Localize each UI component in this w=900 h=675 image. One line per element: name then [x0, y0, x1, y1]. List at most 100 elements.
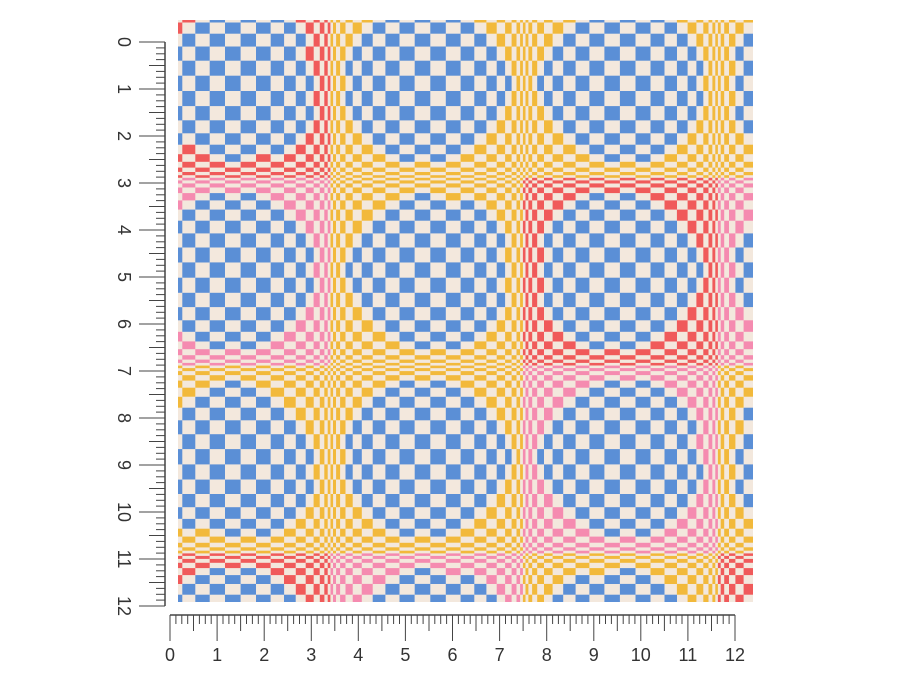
pattern-cell — [240, 183, 256, 188]
pattern-cell — [505, 594, 512, 602]
pattern-cell — [313, 320, 320, 332]
pattern-cell — [735, 133, 744, 145]
pattern-cell — [225, 479, 241, 494]
pattern-cell — [319, 542, 325, 548]
pattern-cell — [604, 175, 620, 178]
pattern-cell — [144, 551, 148, 554]
pattern-cell — [528, 594, 533, 602]
pattern-cell — [182, 177, 196, 181]
pattern-cell — [178, 247, 183, 263]
pattern-cell — [330, 161, 334, 168]
pattern-cell — [361, 355, 373, 360]
pattern-cell — [712, 277, 716, 293]
pattern-cell — [430, 200, 446, 210]
pattern-cell — [330, 547, 334, 551]
pattern-cell — [319, 75, 325, 91]
pattern-cell — [195, 562, 210, 569]
pattern-cell — [720, 172, 725, 176]
pattern-cell — [696, 262, 704, 278]
pattern-cell — [635, 359, 651, 363]
pattern-cell — [141, 233, 144, 247]
pattern-cell — [256, 180, 271, 184]
pattern-cell — [336, 177, 341, 181]
pattern-cell — [399, 555, 415, 559]
pattern-cell — [743, 375, 753, 381]
pattern-cell — [327, 187, 331, 194]
pattern-cell — [735, 349, 744, 356]
pattern-cell — [544, 60, 553, 76]
pattern-cell — [743, 583, 753, 595]
pattern-cell — [496, 292, 506, 308]
pattern-cell — [295, 177, 306, 181]
pattern-cell — [305, 167, 314, 172]
pattern-cell — [209, 20, 225, 23]
pattern-cell — [324, 193, 328, 201]
pattern-cell — [715, 553, 718, 556]
pattern-cell — [520, 607, 523, 621]
pattern-cell — [552, 507, 564, 519]
pattern-cell — [575, 479, 590, 494]
pattern-cell — [385, 407, 400, 421]
pattern-cell — [528, 187, 533, 194]
pattern-cell — [712, 449, 716, 465]
pattern-cell — [589, 583, 605, 595]
pattern-cell — [361, 362, 373, 366]
pattern-cell — [708, 177, 713, 181]
pattern-cell — [717, 396, 721, 408]
pattern-cell — [144, 248, 148, 263]
pattern-cell — [754, 47, 766, 61]
pattern-cell — [319, 22, 325, 34]
pattern-cell — [708, 144, 713, 155]
pattern-cell — [460, 550, 475, 554]
pattern-cell — [715, 209, 718, 221]
pattern-cell — [195, 167, 210, 172]
left-ruler-label: 1 — [114, 84, 134, 94]
pattern-cell — [720, 144, 725, 155]
pattern-cell — [563, 362, 576, 366]
pattern-cell — [445, 292, 461, 308]
pattern-cell — [729, 120, 736, 134]
pattern-cell — [486, 349, 497, 356]
pattern-cell — [619, 583, 636, 595]
pattern-cell — [430, 22, 446, 34]
pattern-cell — [313, 209, 320, 221]
pattern-cell — [399, 75, 415, 91]
pattern-cell — [743, 568, 753, 576]
pattern-cell — [604, 449, 620, 465]
pattern-cell — [703, 371, 709, 376]
pattern-cell — [522, 200, 526, 210]
pattern-cell — [162, 162, 172, 168]
pattern-cell — [575, 449, 590, 465]
pattern-cell — [305, 507, 314, 519]
pattern-cell — [516, 562, 521, 569]
pattern-cell — [430, 555, 446, 559]
bottom-ruler-label: 10 — [631, 645, 651, 665]
pattern-cell — [744, 0, 754, 6]
pattern-cell — [724, 331, 729, 342]
pattern-cell — [445, 120, 461, 134]
pattern-cell — [604, 528, 620, 537]
pattern-cell — [522, 562, 526, 569]
pattern-cell — [729, 183, 736, 188]
pattern-cell — [336, 547, 341, 551]
pattern-cell — [544, 172, 553, 176]
pattern-cell — [256, 575, 271, 584]
pattern-cell — [336, 20, 341, 23]
pattern-cell — [361, 464, 373, 480]
pattern-cell — [284, 175, 296, 178]
pattern-cell — [544, 568, 553, 576]
pattern-cell — [430, 133, 446, 145]
pattern-cell — [399, 449, 415, 465]
pattern-cell — [430, 575, 446, 584]
pattern-cell — [703, 507, 709, 519]
pattern-cell — [270, 583, 285, 595]
pattern-cell — [319, 175, 325, 178]
pattern-cell — [496, 193, 506, 201]
pattern-cell — [295, 407, 306, 421]
pattern-cell — [505, 365, 512, 369]
pattern-cell — [474, 292, 487, 308]
pattern-cell — [729, 362, 736, 366]
pattern-cell — [154, 200, 162, 209]
pattern-cell — [724, 187, 729, 194]
pattern-cell — [195, 187, 210, 194]
